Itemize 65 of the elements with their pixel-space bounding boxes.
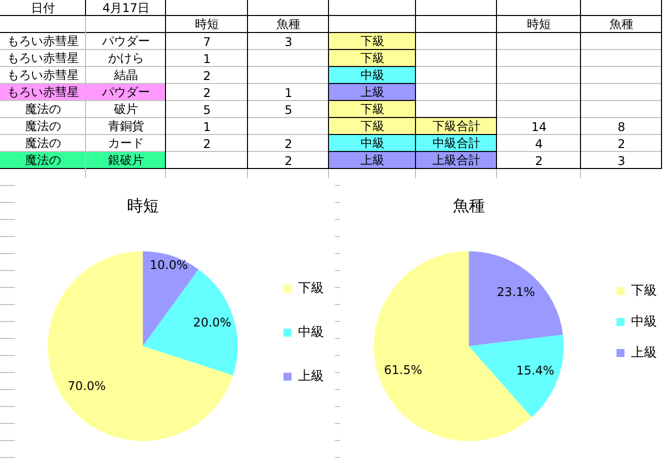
legend-label: 下級 [298,281,324,296]
text: 中級 [360,68,384,82]
text: 上級 [360,153,384,167]
text: 下級合計 [432,119,480,133]
text: もろい赤彗星 [7,85,79,99]
text: 4 [535,136,543,150]
data-label: 15.4% [516,364,554,378]
text: 下級 [360,102,384,116]
text: 下級 [360,119,384,133]
legend-label: 上級 [298,369,324,384]
text: パウダー [102,85,150,99]
text: 2 [203,68,211,82]
text: 魚種 [610,17,634,31]
text: 時短 [195,17,219,31]
data-label: 70.0% [68,378,106,393]
text: 5 [284,102,292,116]
text: 3 [284,34,292,48]
text: 魔法の [25,153,61,167]
text: 中級合計 [432,136,480,150]
text: 3 [618,154,626,168]
data-label: 10.0% [150,258,188,272]
chart-title: 魚種 [452,196,485,215]
text: 魔法の [25,102,61,116]
text: 7 [203,34,211,48]
text: 銀破片 [108,153,144,167]
text: カード [108,136,144,150]
legend-label: 上級 [631,345,657,360]
text: 結晶 [114,68,138,82]
chart-title: 時短 [126,196,159,215]
text: 5 [203,102,211,116]
text: かけら [108,51,144,65]
text: 魔法の [25,136,61,150]
text: パウダー [102,34,150,48]
text: もろい赤彗星 [7,34,79,48]
text: 魚種 [276,17,300,31]
data-label: 23.1% [496,284,536,299]
text: 上級合計 [432,153,480,167]
text: 2 [535,154,543,168]
text: 中級 [360,136,384,150]
text: 1 [203,52,211,66]
text: 1 [284,86,292,100]
legend-label: 中級 [298,325,324,340]
text: 時短 [527,17,551,31]
text: 2 [284,154,292,168]
text: 下級 [360,34,384,48]
legend-label: 下級 [631,283,657,298]
text: 14 [531,120,547,134]
text: もろい赤彗星 [7,68,79,82]
text: 日付 [31,0,55,14]
text: 魔法の [25,119,61,133]
text: 8 [618,120,626,134]
text: 破片 [114,102,138,116]
text: 2 [618,136,626,150]
text: 2 [203,86,211,100]
text: 1 [203,120,211,134]
text: もろい赤彗星 [7,51,79,65]
text: 2 [284,136,292,150]
text: 2 [203,136,211,150]
text: 上級 [360,85,384,99]
data-label: 20.0% [193,316,232,330]
legend-label: 中級 [631,314,657,330]
text: 下級 [360,51,384,65]
text: 4月17日 [102,0,150,14]
text: 青銅貨 [108,119,144,133]
data-label: 61.5% [384,363,422,378]
